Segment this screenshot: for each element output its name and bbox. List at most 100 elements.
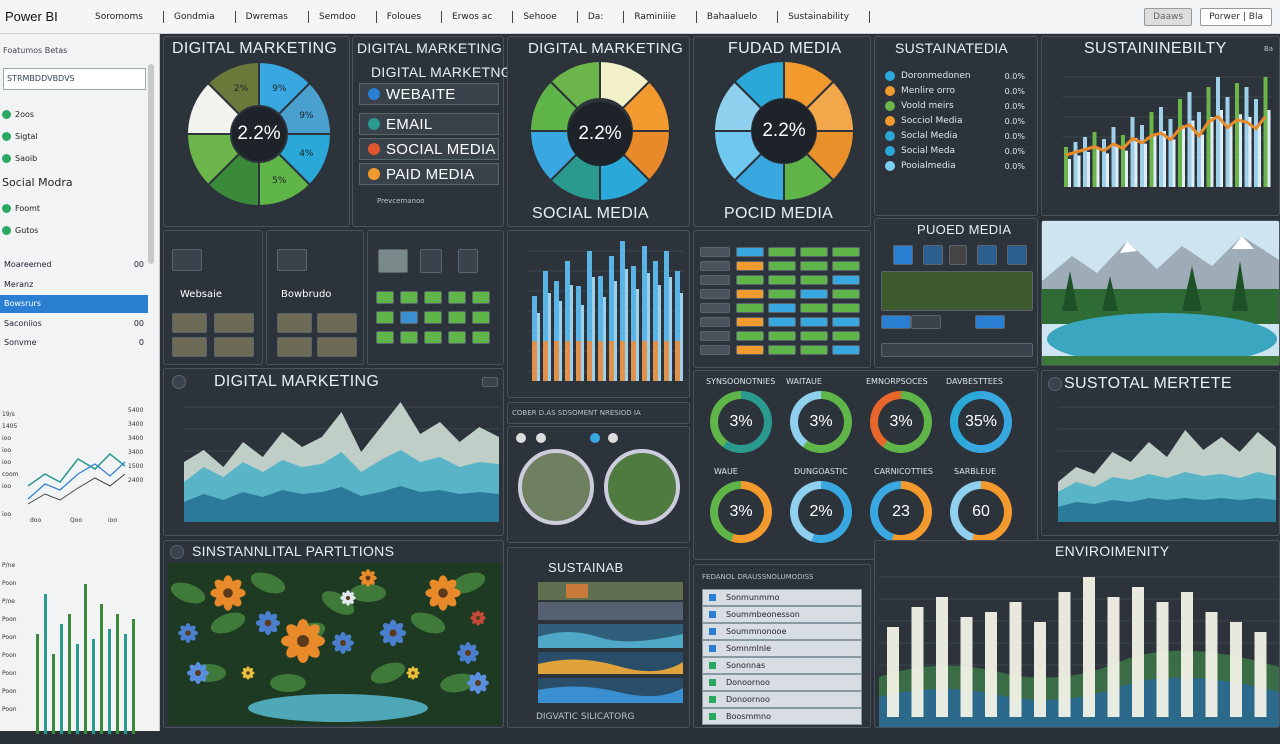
legend-row[interactable]: Doronmedonen 0.0% <box>885 71 1025 81</box>
grid-cell[interactable] <box>424 331 442 344</box>
chip[interactable] <box>911 315 941 329</box>
grid-cell[interactable] <box>472 291 490 304</box>
bar[interactable] <box>985 612 997 717</box>
bar[interactable] <box>1248 117 1252 187</box>
bar[interactable] <box>1149 112 1154 187</box>
gauge[interactable]: 3% <box>710 391 772 453</box>
table-cell[interactable] <box>736 261 764 271</box>
bar[interactable] <box>1111 127 1116 187</box>
bar[interactable] <box>620 241 625 381</box>
table-cell[interactable] <box>832 345 860 355</box>
channel-social-media[interactable]: SOCIAL MEDIA <box>359 138 499 160</box>
grid-cell[interactable] <box>448 331 466 344</box>
list-item[interactable]: Donoornoo <box>702 674 862 691</box>
nav-item[interactable]: Erwos ac <box>442 10 514 23</box>
channel-paid-media[interactable]: PAID MEDIA <box>359 163 499 185</box>
bar[interactable] <box>1235 83 1239 187</box>
table-cell[interactable] <box>768 289 796 299</box>
bar-segment[interactable] <box>653 341 658 381</box>
bar[interactable] <box>1134 138 1138 187</box>
bar[interactable] <box>1159 107 1163 187</box>
field-item[interactable]: Gutos <box>2 226 38 235</box>
toggle-icon[interactable] <box>590 433 600 443</box>
bar[interactable] <box>92 639 95 734</box>
panel-color-table[interactable] <box>693 230 871 368</box>
field-item[interactable]: Foomt <box>2 204 40 213</box>
list-item[interactable]: Soummbeonesson <box>702 606 862 623</box>
bar[interactable] <box>1034 622 1046 717</box>
scrollbar[interactable] <box>148 64 154 264</box>
panel-channel-list[interactable]: DIGITAL MARKETING DIGITAL MARKETNG WEBAI… <box>352 36 512 227</box>
bar[interactable] <box>108 629 111 734</box>
panel-sustainability-legend[interactable]: SUSTAINATEDIA Doronmedonen 0.0% Menlire or… <box>874 36 1038 216</box>
panel-stacked-bars[interactable] <box>507 230 690 398</box>
table-cell[interactable] <box>832 331 860 341</box>
bar[interactable] <box>1239 114 1242 187</box>
bar[interactable] <box>1009 602 1022 717</box>
table-cell[interactable] <box>800 275 828 285</box>
nav-item[interactable]: Sustainability <box>778 10 871 23</box>
table-cell[interactable] <box>832 261 860 271</box>
bar[interactable] <box>911 607 924 717</box>
grid-cell[interactable] <box>400 311 418 324</box>
bar[interactable] <box>642 246 647 381</box>
bar[interactable] <box>84 584 87 734</box>
bar[interactable] <box>1197 112 1201 187</box>
gauge[interactable]: 35% <box>950 391 1012 453</box>
bar[interactable] <box>1083 577 1095 717</box>
bar[interactable] <box>1107 597 1120 717</box>
list-item[interactable]: Sonmunmmo <box>702 589 862 606</box>
table-cell[interactable] <box>800 289 828 299</box>
bar[interactable] <box>1153 134 1157 188</box>
table-cell[interactable] <box>800 345 828 355</box>
bar-segment[interactable] <box>565 341 570 381</box>
bar[interactable] <box>1144 143 1147 187</box>
grid-cell[interactable] <box>400 331 418 344</box>
table-cell[interactable] <box>832 289 860 299</box>
grid-cell[interactable] <box>400 291 418 304</box>
chip[interactable] <box>975 315 1005 329</box>
bar[interactable] <box>1201 134 1204 188</box>
table-cell[interactable] <box>736 303 764 313</box>
bar[interactable] <box>887 627 899 717</box>
bar[interactable] <box>554 281 559 381</box>
panel-grid-tile[interactable] <box>367 230 504 365</box>
app-icon[interactable] <box>977 245 997 265</box>
bar[interactable] <box>537 313 540 381</box>
toolbar-button-1[interactable]: Daaws <box>1144 7 1193 26</box>
bar-segment[interactable] <box>598 341 603 381</box>
grid-cell[interactable] <box>472 311 490 324</box>
grid-cell[interactable] <box>376 311 394 324</box>
bar-segment[interactable] <box>576 341 581 381</box>
nav-item[interactable]: Raminiiie <box>624 10 697 23</box>
toolbar-button-2[interactable]: Porwer | Bla <box>1200 7 1272 26</box>
table-cell[interactable] <box>768 275 796 285</box>
bar[interactable] <box>636 289 639 381</box>
panel-sustainability-bars[interactable]: SUSTAININEBILTY Ba <box>1041 36 1280 216</box>
bar[interactable] <box>1106 153 1109 187</box>
bar-segment[interactable] <box>631 341 636 381</box>
bar-segment[interactable] <box>609 341 614 381</box>
bar[interactable] <box>52 654 55 734</box>
panel-digital-marketing-donut[interactable]: DIGITAL MARKETING 9% 9% 4% 5% 2% 2.2% <box>163 36 350 227</box>
bar[interactable] <box>1115 145 1119 187</box>
bar[interactable] <box>653 261 658 381</box>
table-cell[interactable] <box>832 317 860 327</box>
table-cell[interactable] <box>800 247 828 257</box>
chip[interactable] <box>881 315 911 329</box>
table-cell[interactable] <box>736 289 764 299</box>
list-row[interactable]: Sonvme 0 <box>0 334 148 352</box>
table-cell[interactable] <box>736 331 764 341</box>
table-cell[interactable] <box>736 275 764 285</box>
table-cell[interactable] <box>768 317 796 327</box>
bar[interactable] <box>631 266 636 381</box>
bar[interactable] <box>543 271 548 381</box>
bar[interactable] <box>614 281 617 381</box>
bar[interactable] <box>1130 117 1135 187</box>
bar[interactable] <box>581 305 584 381</box>
bar[interactable] <box>1267 110 1271 187</box>
gauge[interactable]: 3% <box>710 481 772 543</box>
bar[interactable] <box>124 634 127 734</box>
bar[interactable] <box>1191 120 1195 188</box>
gauge[interactable]: 3% <box>790 391 852 453</box>
